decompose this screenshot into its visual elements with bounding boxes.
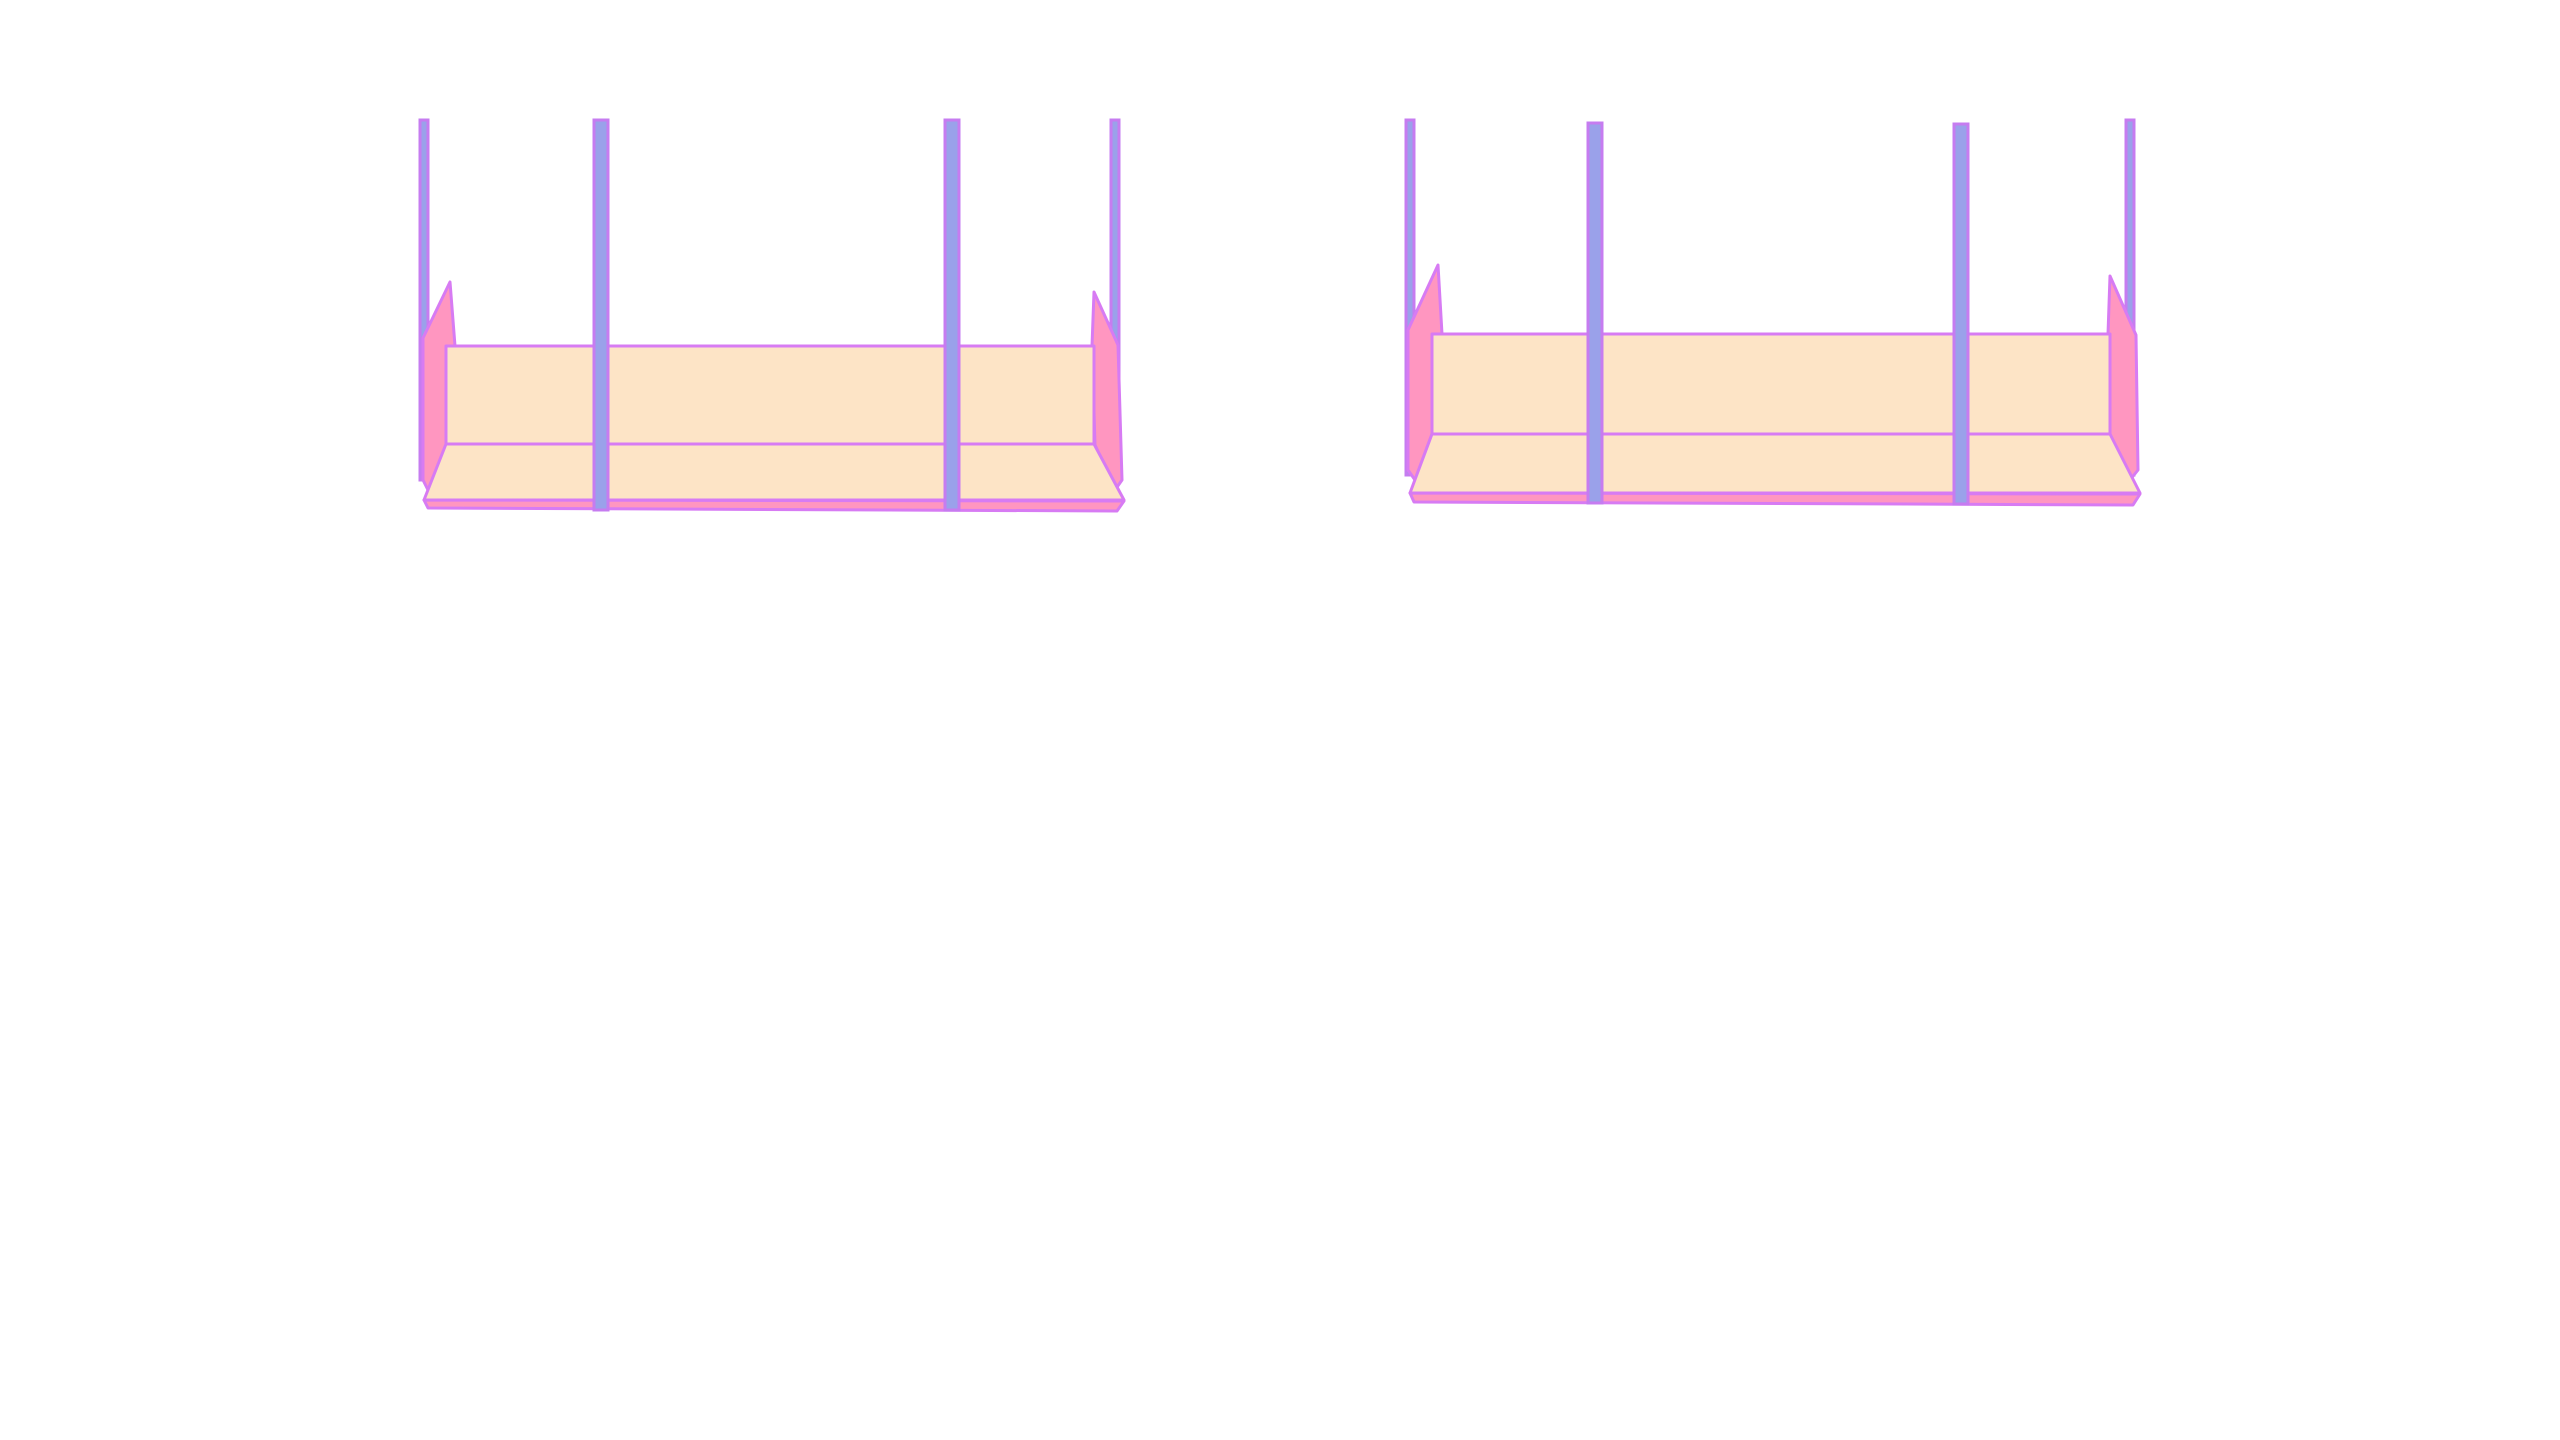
left-inner-rod-right xyxy=(943,118,961,512)
left-bottom-edge xyxy=(422,498,1126,513)
bench-unit-left xyxy=(418,118,1126,513)
left-inner-rod-left xyxy=(592,118,610,512)
left-seat-panel xyxy=(422,442,1126,502)
left-back-panel xyxy=(444,344,1096,446)
right-seat-panel xyxy=(1408,432,2142,495)
right-bottom-edge xyxy=(1408,491,2142,507)
bench-unit-right xyxy=(1404,118,2142,507)
right-inner-rod-right xyxy=(1952,122,1970,506)
right-inner-rod-left xyxy=(1586,121,1604,505)
right-back-panel xyxy=(1430,332,2112,436)
